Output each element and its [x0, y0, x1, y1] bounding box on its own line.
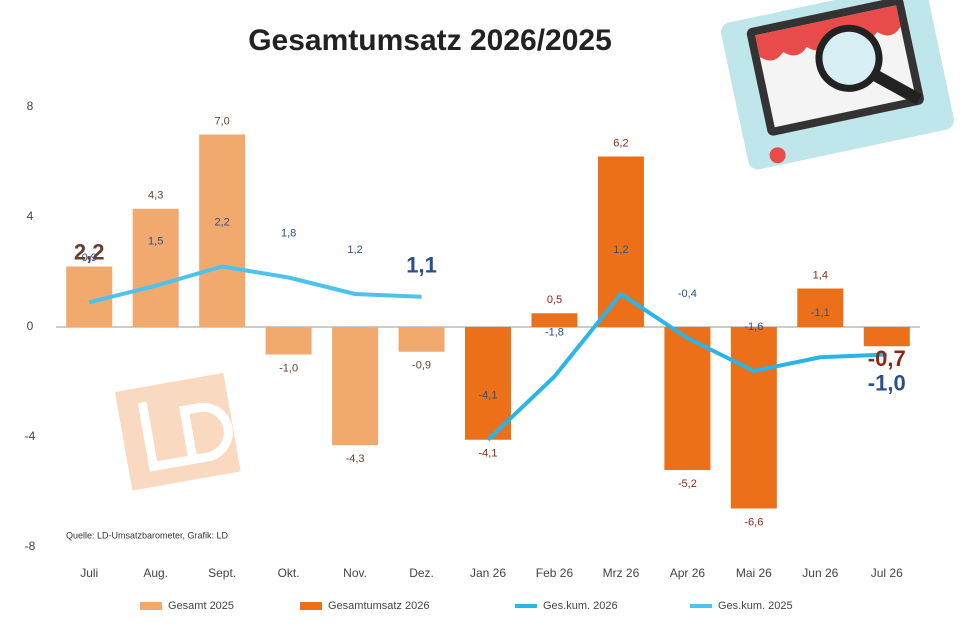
data-label: -1,0 — [279, 362, 298, 374]
data-label: 1,2 — [347, 244, 362, 256]
bar — [863, 327, 910, 347]
bar — [465, 327, 511, 440]
bar — [664, 327, 711, 470]
legend-label: Ges.kum. 2025 — [718, 600, 793, 612]
legend-swatch — [140, 602, 162, 610]
line — [486, 292, 887, 442]
data-label: -4,3 — [346, 453, 365, 465]
x-tick-label: Okt. — [278, 566, 300, 580]
data-label: -0,9 — [412, 360, 431, 372]
y-tick-label: 8 — [27, 99, 34, 113]
data-label: 2,2 — [74, 239, 105, 264]
bar — [199, 134, 246, 327]
logo — [115, 372, 241, 491]
y-tick-label: -8 — [25, 539, 36, 553]
data-label: 1,8 — [281, 227, 296, 239]
legend-label: Gesamt 2025 — [168, 600, 234, 612]
data-label: -0,4 — [678, 288, 697, 300]
x-tick-label: Sept. — [208, 566, 236, 580]
data-label: -1,0 — [868, 370, 906, 395]
x-tick-label: Feb 26 — [536, 566, 574, 580]
data-label: -4,1 — [479, 390, 498, 402]
data-label: -0,7 — [868, 346, 906, 371]
data-label: 6,2 — [613, 137, 628, 149]
data-label: -6,6 — [744, 516, 763, 528]
x-tick-label: Jan 26 — [470, 566, 506, 580]
data-label: 1,1 — [406, 253, 437, 278]
x-tick-label: Jul 26 — [871, 566, 903, 580]
data-label: -4,1 — [479, 448, 498, 460]
source-note: Quelle: LD-Umsatzbarometer, Grafik: LD — [66, 530, 229, 540]
data-label: -1,1 — [811, 307, 830, 319]
x-tick-label: Apr 26 — [670, 566, 706, 580]
x-tick-label: Mrz 26 — [603, 566, 640, 580]
data-label: -5,2 — [678, 478, 697, 490]
bar — [398, 327, 445, 352]
bar — [332, 327, 379, 446]
y-tick-label: 0 — [27, 319, 34, 333]
bar — [797, 288, 844, 327]
data-label: 1,5 — [148, 236, 163, 248]
x-tick-label: Nov. — [343, 566, 367, 580]
x-tick-label: Jun 26 — [802, 566, 838, 580]
bar — [132, 208, 179, 327]
data-label: -1,6 — [744, 321, 763, 333]
x-tick-label: Dez. — [409, 566, 434, 580]
x-tick-label: Mai 26 — [736, 566, 772, 580]
data-label: 0,9 — [82, 252, 97, 264]
y-tick-label: 4 — [27, 209, 34, 223]
x-tick-label: Aug. — [143, 566, 168, 580]
bar — [730, 327, 777, 509]
bar — [597, 156, 644, 327]
bar — [265, 327, 312, 355]
data-label: 2,2 — [215, 216, 230, 228]
shop-icon — [721, 0, 954, 170]
x-tick-label: Juli — [80, 566, 98, 580]
line — [88, 264, 422, 305]
data-label: 0,5 — [547, 294, 562, 306]
legend-label: Gesamtumsatz 2026 — [328, 600, 430, 612]
data-label: -1,8 — [545, 326, 564, 338]
data-label: 7,0 — [215, 115, 230, 127]
legend-swatch — [300, 602, 322, 610]
data-label: 4,3 — [148, 190, 163, 202]
data-label: 1,4 — [813, 269, 828, 281]
chart-title: Gesamtumsatz 2026/2025 — [248, 24, 612, 57]
y-tick-label: -4 — [25, 429, 36, 443]
legend-label: Ges.kum. 2026 — [543, 600, 618, 612]
data-label: 1,2 — [613, 244, 628, 256]
bar — [531, 313, 578, 327]
